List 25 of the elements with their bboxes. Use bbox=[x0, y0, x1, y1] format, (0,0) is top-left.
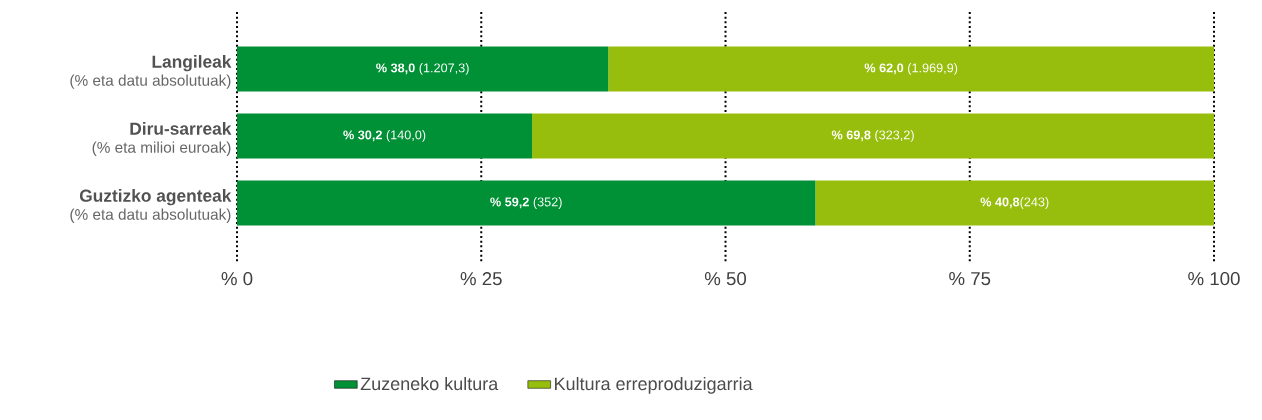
bar bbox=[608, 46, 1214, 92]
bar bbox=[237, 46, 609, 92]
x-tick-label: % 75 bbox=[949, 272, 991, 286]
y-tick-label: Guztizko agenteak bbox=[79, 189, 232, 206]
legend-label: Kultura erreproduzigarria bbox=[555, 376, 753, 394]
x-tick-label: % 50 bbox=[704, 272, 747, 286]
x-tick-label: % 100 bbox=[1188, 272, 1240, 286]
data-label: % 38,0 (1.207,3) bbox=[376, 63, 469, 75]
data-label: % 40,8(243) bbox=[980, 197, 1049, 209]
bar bbox=[237, 180, 816, 226]
text: (% eta milioi euroak) bbox=[92, 141, 231, 156]
bar bbox=[237, 113, 533, 159]
bar bbox=[815, 180, 1214, 226]
data-label: % 62,0 (1.969,9) bbox=[864, 63, 958, 75]
legend-label: Zuzeneko kultura bbox=[360, 376, 499, 391]
data-label: % 59,2 (352) bbox=[490, 197, 562, 209]
text: (% eta datu absolutuak) bbox=[70, 208, 231, 223]
x-tick-label: % 0 bbox=[221, 272, 253, 286]
data-label: % 69,8 (323,2) bbox=[831, 130, 914, 142]
x-tick-label: % 25 bbox=[460, 272, 502, 286]
y-tick-label: Langileak bbox=[152, 55, 232, 72]
text: (% eta datu absolutuak) bbox=[70, 74, 231, 89]
bar bbox=[532, 113, 1214, 159]
data-label: % 30,2 (140,0) bbox=[343, 130, 426, 142]
y-tick-label: Diru-sarreak bbox=[130, 122, 232, 135]
